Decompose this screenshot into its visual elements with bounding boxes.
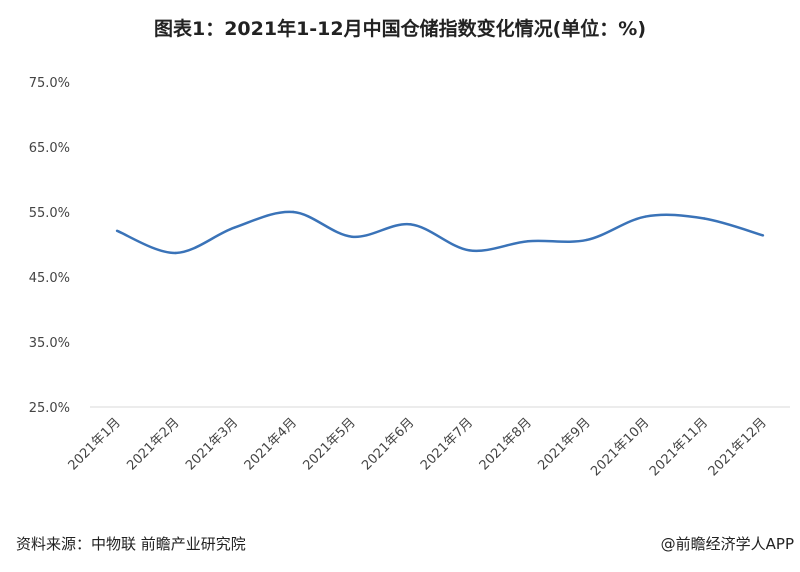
brand-credit: @前瞻经济学人APP — [660, 535, 794, 553]
x-tick-label: 2021年10月 — [588, 415, 652, 479]
y-tick-label: 65.0% — [29, 141, 70, 156]
data-point — [350, 235, 354, 238]
series-line — [116, 210, 764, 255]
y-tick-label: 55.0% — [29, 206, 70, 221]
data-point — [703, 217, 706, 220]
y-tick-label: 45.0% — [29, 271, 70, 286]
x-tick-label: 2021年6月 — [359, 415, 417, 473]
y-tick-label: 75.0% — [29, 76, 70, 91]
y-tick-label: 25.0% — [29, 401, 70, 416]
data-point — [761, 234, 765, 237]
x-tick-label: 2021年7月 — [418, 415, 476, 473]
x-tick-label: 2021年5月 — [301, 415, 359, 473]
data-point — [526, 240, 530, 243]
chart-title: 图表1：2021年1-12月中国仓储指数变化情况(单位：%) — [153, 18, 647, 40]
data-point — [291, 210, 295, 214]
data-point — [409, 223, 412, 226]
x-tick-label: 2021年2月 — [124, 415, 182, 473]
x-tick-label: 2021年1月 — [66, 415, 124, 473]
line-chart: 25.0%35.0%45.0%55.0%65.0%75.0%2021年1月 202… — [29, 76, 790, 479]
x-tick-label: 2021年12月 — [706, 415, 770, 479]
x-tick-label: 2021年3月 — [183, 415, 241, 473]
data-point — [174, 251, 177, 255]
data-point — [233, 226, 236, 229]
data-point — [115, 229, 119, 233]
x-tick-label: 2021年8月 — [477, 415, 535, 473]
source-note: 资料来源：中物联 前瞻产业研究院 — [16, 535, 246, 553]
y-tick-label: 35.0% — [29, 336, 70, 351]
data-point — [468, 249, 471, 252]
data-point — [644, 215, 647, 218]
x-tick-label: 2021年4月 — [242, 415, 300, 473]
x-tick-label: 2021年11月 — [647, 415, 711, 479]
data-point — [585, 238, 589, 242]
x-tick-label: 2021年9月 — [535, 415, 593, 473]
